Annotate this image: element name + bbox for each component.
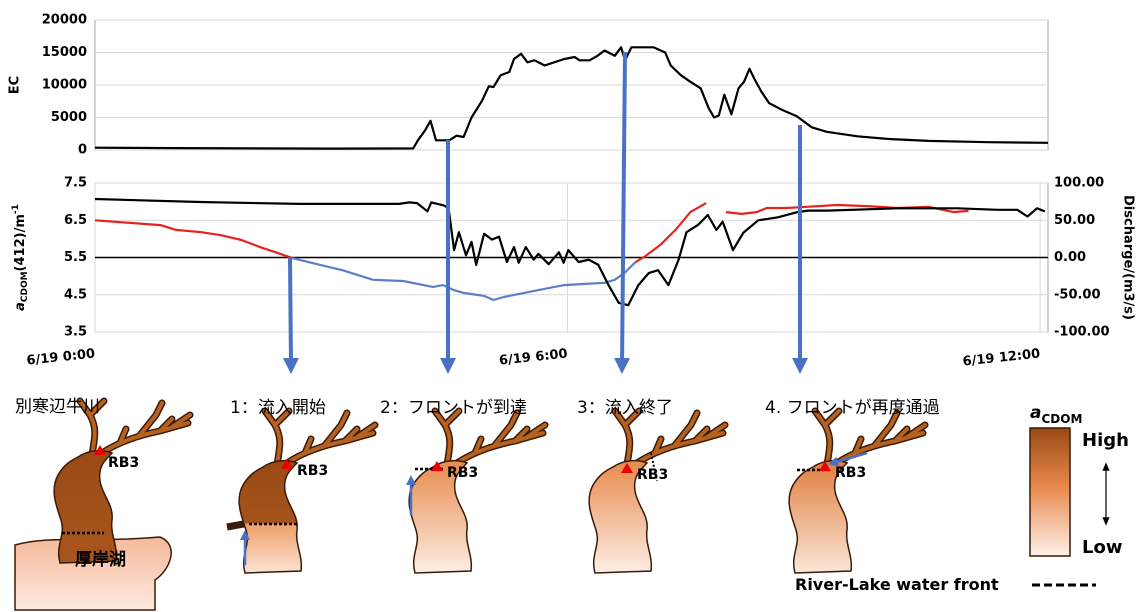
y2-tick-label: 0.00 (1054, 250, 1086, 265)
panel-3: RB3 3：流入終了 (577, 398, 725, 573)
y-tick-label: 15000 (42, 45, 87, 60)
y-tick-label: 5000 (51, 110, 87, 125)
panel-4: RB3 4. フロントが再度通過 (765, 398, 940, 573)
panel-title: 2：フロントが到達 (380, 398, 527, 418)
y-axis-label: aCDOM(412)/m-1 (11, 204, 30, 311)
legend-title-main: a (1030, 403, 1041, 423)
y2-axis-label: Discharge/(m3/s) (1121, 195, 1136, 320)
arrow (622, 52, 625, 366)
y2-tick-label: -50.00 (1054, 287, 1101, 302)
y-tick-label: 20000 (42, 13, 87, 28)
y-axis-label: EC (8, 76, 23, 94)
legend-high: High (1082, 430, 1129, 451)
station-label: RB3 (447, 465, 478, 481)
data-line (292, 258, 635, 300)
panel-2: RB3 2：フロントが到達 (380, 398, 545, 573)
river-branches (815, 411, 925, 465)
legend-gradient (1030, 428, 1070, 556)
y2-tick-label: 50.00 (1054, 213, 1095, 228)
data-line (95, 203, 969, 262)
y2-tick-label: -100.00 (1054, 325, 1110, 340)
y-label-main: a (13, 302, 28, 311)
y-label-sub: CDOM (20, 271, 30, 302)
river-branches (435, 411, 545, 465)
y-tick-label: 10000 (42, 78, 87, 93)
chart: 0 5000 10000 15000 20000 EC (8, 13, 1049, 158)
y-tick-label: 4.5 (64, 287, 87, 302)
station-label: RB3 (108, 455, 139, 471)
legend-title-sub: CDOM (1041, 412, 1082, 426)
river-body (54, 451, 116, 563)
arrow (290, 258, 291, 366)
legend-title: aCDOM (1030, 403, 1082, 426)
chart: 6/19 0:00 6/19 6:00 6/19 12:00 3.5 4.5 5.5 6.5… (11, 176, 1136, 370)
station-label: RB3 (637, 467, 668, 483)
panel-1: RB3 1：流入開始 (227, 398, 375, 573)
river-name: 別寒辺牛川 (15, 397, 100, 417)
river-branches (615, 411, 725, 465)
station-label: RB3 (297, 463, 328, 479)
legend-low: Low (1082, 537, 1122, 558)
y-tick-label: 0 (78, 143, 87, 158)
figure: 0 5000 10000 15000 20000 EC 6/19 0:00 6/19 6:00… (0, 0, 1138, 612)
y-tick-label: 5.5 (64, 250, 87, 265)
y-label-sup: -1 (11, 204, 21, 214)
x-tick-label: 6/19 6:00 (498, 347, 568, 369)
panel-title: 3：流入終了 (577, 398, 673, 418)
y-label-rest: (412)/m (13, 214, 28, 271)
lake-label: 厚岸湖 (75, 549, 126, 570)
river-body (239, 461, 301, 573)
station-label: RB3 (835, 465, 866, 481)
data-line (95, 199, 1045, 305)
front-label: River-Lake water front (795, 575, 999, 594)
panel-title: 1：流入開始 (230, 398, 326, 418)
data-line (95, 47, 1048, 148)
y-tick-label: 7.5 (64, 176, 87, 191)
y2-tick-label: 100.00 (1054, 176, 1104, 191)
x-tick-label: 6/19 0:00 (26, 347, 96, 369)
panel-title: 4. フロントが再度通過 (765, 398, 940, 418)
y-tick-label: 3.5 (64, 325, 87, 340)
river-branches (265, 411, 375, 465)
panel-river: RB3 厚岸湖 別寒辺牛川 (15, 397, 190, 610)
y-tick-label: 6.5 (64, 213, 87, 228)
x-tick-label: 6/19 12:00 (962, 347, 1041, 370)
